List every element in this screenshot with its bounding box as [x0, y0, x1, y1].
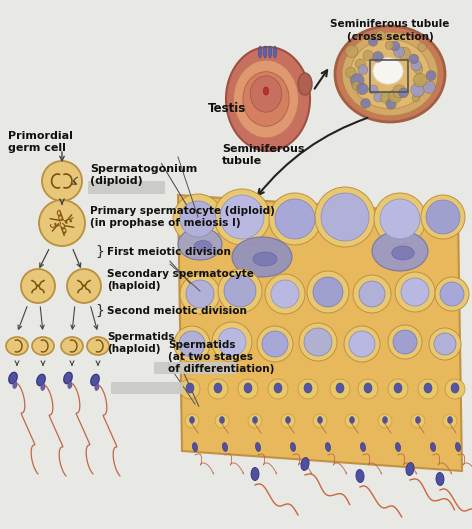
Ellipse shape [193, 443, 198, 451]
Circle shape [174, 326, 210, 362]
Text: }: } [95, 304, 104, 318]
Ellipse shape [250, 76, 282, 112]
Circle shape [42, 161, 82, 201]
Circle shape [409, 54, 419, 64]
Ellipse shape [32, 337, 54, 355]
Circle shape [393, 330, 417, 354]
Circle shape [313, 414, 327, 428]
Circle shape [414, 65, 423, 74]
Circle shape [445, 379, 465, 399]
Text: Seminiferous tubule
(cross section): Seminiferous tubule (cross section) [330, 19, 450, 42]
Ellipse shape [298, 73, 312, 95]
Circle shape [275, 199, 315, 239]
Text: Spermatogonium
(diploid): Spermatogonium (diploid) [90, 164, 197, 186]
Ellipse shape [336, 383, 344, 393]
Ellipse shape [350, 39, 430, 109]
Ellipse shape [349, 416, 354, 424]
Circle shape [363, 50, 373, 61]
Circle shape [271, 280, 299, 308]
Circle shape [380, 199, 420, 239]
Ellipse shape [274, 383, 282, 393]
Ellipse shape [91, 374, 99, 386]
Ellipse shape [430, 443, 436, 451]
Ellipse shape [356, 470, 364, 482]
Ellipse shape [222, 443, 228, 451]
Ellipse shape [447, 416, 453, 424]
Circle shape [313, 277, 343, 307]
Circle shape [330, 379, 350, 399]
Circle shape [380, 93, 391, 103]
Ellipse shape [424, 383, 432, 393]
Text: }: } [95, 245, 104, 259]
Circle shape [385, 41, 394, 49]
Text: Second meiotic division: Second meiotic division [107, 306, 247, 316]
Circle shape [215, 414, 229, 428]
Circle shape [257, 326, 293, 362]
Circle shape [423, 81, 436, 94]
Circle shape [421, 195, 465, 239]
Circle shape [388, 379, 408, 399]
FancyArrowPatch shape [72, 177, 77, 184]
Circle shape [262, 331, 288, 357]
Circle shape [268, 379, 288, 399]
Circle shape [180, 274, 220, 314]
Ellipse shape [178, 228, 222, 260]
Ellipse shape [232, 237, 292, 277]
Circle shape [390, 41, 400, 51]
Ellipse shape [318, 416, 322, 424]
Circle shape [218, 328, 246, 356]
Ellipse shape [95, 384, 99, 390]
Ellipse shape [214, 383, 222, 393]
Circle shape [39, 200, 85, 246]
Ellipse shape [396, 443, 401, 451]
Ellipse shape [6, 337, 28, 355]
Circle shape [398, 47, 411, 59]
Circle shape [356, 83, 368, 95]
Ellipse shape [373, 58, 403, 84]
Circle shape [411, 60, 421, 71]
Circle shape [388, 325, 422, 359]
Bar [370, 60, 408, 92]
Circle shape [355, 59, 365, 69]
Circle shape [304, 328, 332, 356]
FancyBboxPatch shape [111, 382, 183, 394]
Circle shape [361, 98, 371, 108]
Circle shape [281, 414, 295, 428]
Circle shape [208, 379, 228, 399]
Circle shape [440, 282, 464, 306]
Circle shape [218, 269, 262, 313]
Circle shape [358, 379, 378, 399]
Circle shape [220, 195, 264, 239]
Ellipse shape [186, 383, 194, 393]
Ellipse shape [255, 443, 261, 451]
Ellipse shape [361, 443, 366, 451]
Text: Spermatids
(haploid): Spermatids (haploid) [107, 332, 175, 354]
Circle shape [435, 277, 469, 311]
Circle shape [418, 43, 426, 51]
Ellipse shape [394, 383, 402, 393]
Circle shape [269, 193, 321, 245]
Circle shape [307, 271, 349, 313]
Ellipse shape [364, 383, 372, 393]
Circle shape [412, 95, 420, 102]
Ellipse shape [234, 60, 299, 138]
Ellipse shape [64, 372, 72, 384]
FancyBboxPatch shape [88, 181, 165, 194]
Ellipse shape [455, 443, 461, 451]
Circle shape [443, 414, 457, 428]
Circle shape [238, 379, 258, 399]
Circle shape [358, 65, 368, 75]
Circle shape [21, 269, 55, 303]
Circle shape [180, 379, 200, 399]
Circle shape [345, 414, 359, 428]
Ellipse shape [304, 383, 312, 393]
Circle shape [346, 67, 356, 78]
Text: First meiotic division: First meiotic division [107, 247, 231, 257]
Polygon shape [178, 195, 462, 471]
Ellipse shape [263, 87, 269, 95]
Ellipse shape [253, 416, 258, 424]
Circle shape [374, 193, 426, 245]
Circle shape [185, 414, 199, 428]
Ellipse shape [382, 416, 388, 424]
